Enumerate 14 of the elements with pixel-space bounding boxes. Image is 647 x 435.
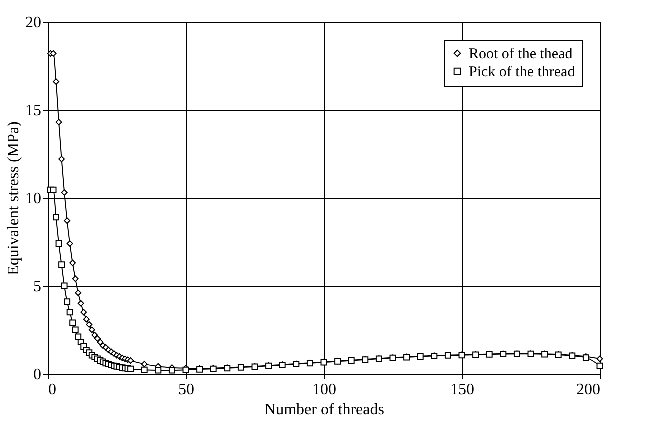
y-axis-title: Equivalent stress (MPa) xyxy=(6,122,22,276)
legend-label: Root of the thead xyxy=(469,46,574,62)
y-tick-label: 10 xyxy=(26,190,42,208)
y-tick-label: 20 xyxy=(26,14,42,32)
legend-label: Pick of the thread xyxy=(469,64,576,80)
y-tick-label: 5 xyxy=(34,278,42,296)
x-tick-label: 50 xyxy=(178,382,194,398)
x-tick-label: 200 xyxy=(576,382,600,398)
x-tick-label: 100 xyxy=(312,382,336,398)
y-tick-label: 0 xyxy=(34,366,42,384)
y-tick-label: 15 xyxy=(26,102,42,120)
x-axis-title: Number of threads xyxy=(264,402,384,418)
x-tick-label: 150 xyxy=(450,382,474,398)
x-tick-label: 0 xyxy=(48,382,56,398)
